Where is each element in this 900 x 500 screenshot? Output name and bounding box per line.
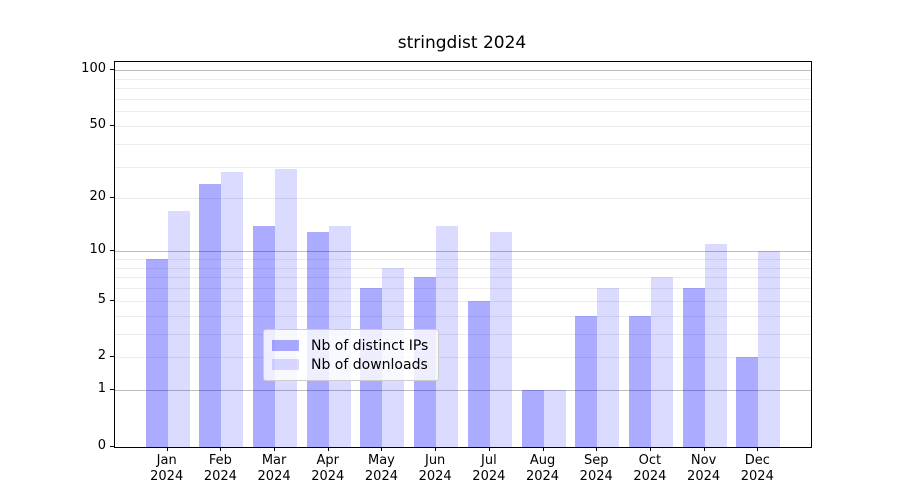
gridline-major bbox=[115, 390, 811, 392]
gridline-major bbox=[115, 251, 811, 253]
plot-area bbox=[114, 61, 812, 448]
y-tick-mark bbox=[110, 389, 114, 391]
x-tick-mark bbox=[274, 447, 276, 451]
x-axis-tick-label: Aug 2024 bbox=[525, 453, 560, 484]
y-tick-mark bbox=[110, 356, 114, 358]
y-tick-mark bbox=[110, 446, 114, 447]
bar-downloads bbox=[758, 251, 781, 447]
x-axis-tick-label: Mar 2024 bbox=[257, 453, 291, 484]
x-tick-mark bbox=[327, 447, 329, 451]
y-axis-tick-label: 100 bbox=[81, 61, 106, 77]
gridline-minor bbox=[115, 288, 811, 290]
x-tick-mark bbox=[542, 447, 544, 451]
bar-downloads bbox=[436, 225, 459, 447]
x-tick-mark bbox=[488, 447, 490, 451]
gridline-minor bbox=[115, 300, 811, 302]
bar-downloads bbox=[489, 231, 512, 447]
y-axis-tick-label: 50 bbox=[89, 116, 106, 132]
y-axis-tick-label: 2 bbox=[97, 348, 106, 364]
bar-downloads bbox=[543, 390, 566, 447]
chart-title: stringdist 2024 bbox=[397, 33, 527, 53]
x-tick-mark bbox=[166, 447, 168, 451]
y-axis-tick-label: 10 bbox=[89, 242, 106, 258]
x-tick-mark bbox=[381, 447, 383, 451]
gridline-minor bbox=[115, 315, 811, 317]
bar-downloads bbox=[704, 244, 727, 447]
gridline-minor bbox=[115, 88, 811, 90]
legend: Nb of distinct IPs Nb of downloads bbox=[263, 329, 440, 381]
y-axis-tick-label: 1 bbox=[97, 381, 106, 397]
gridline-minor bbox=[115, 125, 811, 127]
x-tick-mark bbox=[757, 447, 759, 451]
legend-swatch-downloads bbox=[272, 359, 299, 370]
y-tick-mark bbox=[110, 69, 114, 71]
gridline-minor bbox=[115, 78, 811, 80]
gridline-minor bbox=[115, 357, 811, 359]
bar-downloads bbox=[275, 169, 298, 447]
legend-swatch-distinct-ips bbox=[272, 340, 299, 351]
bar-distinct-ips bbox=[628, 315, 651, 447]
x-axis-tick-label: Apr 2024 bbox=[311, 453, 345, 484]
x-tick-mark bbox=[220, 447, 222, 451]
x-tick-mark bbox=[703, 447, 705, 451]
x-tick-mark bbox=[435, 447, 437, 451]
legend-label-distinct-ips: Nb of distinct IPs bbox=[311, 337, 429, 354]
gridline-minor bbox=[115, 333, 811, 335]
y-tick-mark bbox=[110, 197, 114, 199]
y-tick-mark bbox=[110, 124, 114, 126]
x-axis-tick-label: Jul 2024 bbox=[472, 453, 506, 484]
bar-distinct-ips bbox=[467, 300, 490, 447]
y-tick-mark bbox=[110, 299, 114, 301]
gridline-minor bbox=[115, 166, 811, 168]
x-axis-tick-label: Jun 2024 bbox=[418, 453, 452, 484]
gridline-minor bbox=[115, 259, 811, 260]
bar-distinct-ips bbox=[145, 259, 168, 447]
bar-downloads bbox=[221, 172, 244, 447]
gridline-minor bbox=[115, 277, 811, 279]
bar-downloads bbox=[650, 277, 673, 447]
gridline-minor bbox=[115, 198, 811, 200]
x-axis-tick-label: May 2024 bbox=[364, 453, 398, 484]
y-axis-tick-label: 20 bbox=[89, 189, 106, 205]
x-axis-tick-label: Jan 2024 bbox=[150, 453, 184, 484]
x-axis-tick-label: Feb 2024 bbox=[203, 453, 237, 484]
gridline-minor bbox=[115, 267, 811, 269]
legend-entry-downloads: Nb of downloads bbox=[272, 355, 428, 374]
bar-downloads bbox=[597, 288, 620, 447]
x-axis-tick-label: Oct 2024 bbox=[633, 453, 667, 484]
x-axis-tick-label: Sep 2024 bbox=[579, 453, 613, 484]
x-tick-mark bbox=[649, 447, 651, 451]
bar-distinct-ips bbox=[521, 390, 544, 447]
x-tick-mark bbox=[596, 447, 598, 451]
gridline-major bbox=[115, 70, 811, 72]
legend-entry-distinct-ips: Nb of distinct IPs bbox=[272, 336, 428, 355]
gridline-minor bbox=[115, 98, 811, 100]
x-axis-tick-label: Nov 2024 bbox=[687, 453, 721, 484]
bar-distinct-ips bbox=[199, 184, 222, 447]
x-axis-tick-label: Dec 2024 bbox=[740, 453, 774, 484]
bar-distinct-ips bbox=[682, 288, 705, 447]
bar-distinct-ips bbox=[575, 315, 598, 447]
bar-distinct-ips bbox=[736, 357, 759, 447]
bar-downloads bbox=[167, 211, 190, 447]
gridline-minor bbox=[115, 143, 811, 145]
legend-label-downloads: Nb of downloads bbox=[311, 356, 428, 373]
y-axis-tick-label: 5 bbox=[97, 291, 106, 307]
y-tick-mark bbox=[110, 250, 114, 252]
y-axis-tick-label: 0 bbox=[97, 438, 106, 453]
gridline-minor bbox=[115, 111, 811, 113]
